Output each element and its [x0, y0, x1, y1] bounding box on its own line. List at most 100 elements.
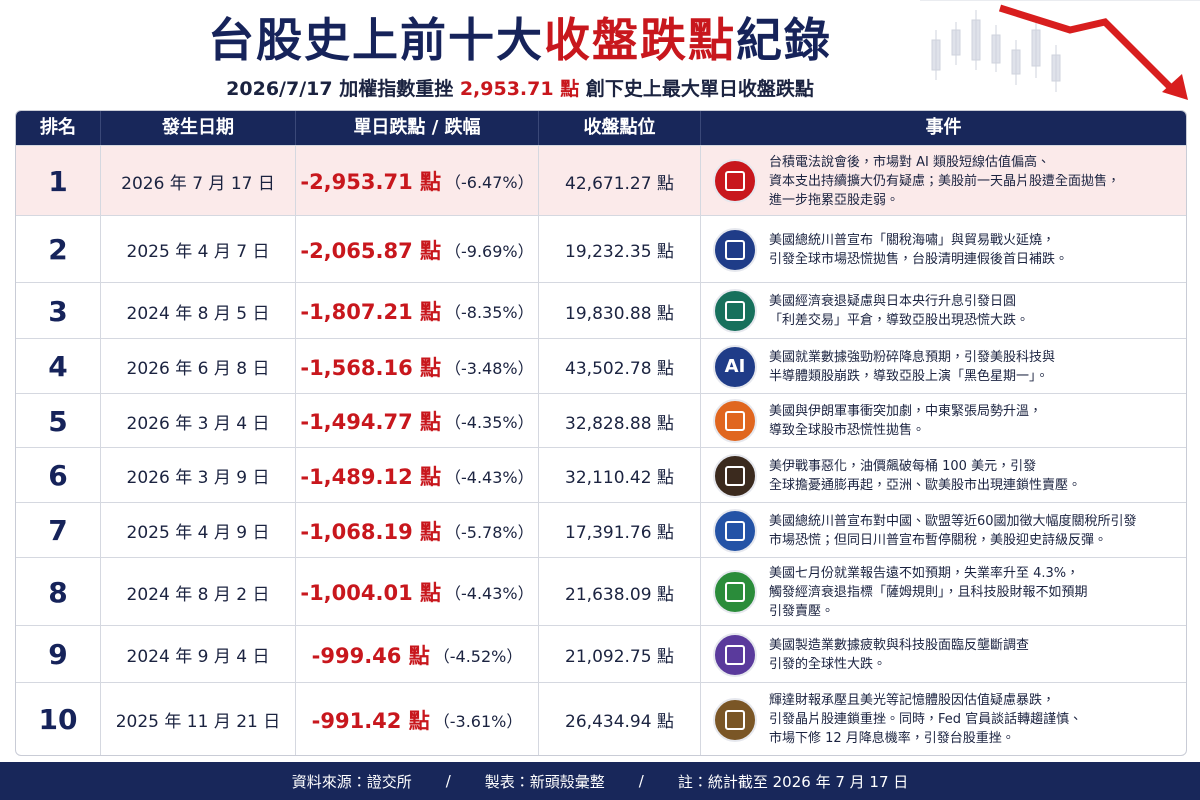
cell: 輝達財報承壓且美光等記憶體股因估值疑慮暴跌， 引發晶片股連鎖重挫。同時，Fed 官… [701, 683, 1186, 755]
event-line: 導致全球股市恐慌性拋售。 [769, 423, 926, 438]
icon-glyph [725, 239, 745, 260]
drop-percent: （-3.61%） [433, 711, 523, 731]
event-line: 資本支出持續擴大仍有疑慮；美股前一天晶片股遭全面拋售， [769, 173, 1121, 189]
subtitle-part: 創下史上最大單日收盤跌點 [585, 78, 814, 100]
column-header: 收盤點位 [539, 111, 701, 145]
cell: 4 [16, 339, 101, 394]
table-row: 2 2025 年 4 月 7 日 -2,065.87 點（-9.69%） 19,232… [16, 215, 1186, 283]
cell: AI 美國就業數據強勁粉碎降息預期，引發美股科技與 半導體類股崩跌，導致亞股上演「黑… [701, 339, 1186, 394]
event-line: 美伊戰事惡化，油價飆破每桶 100 美元，引發 [769, 458, 1037, 474]
footer: 資料來源：證交所 / 製表：新頭殼彙整 / 註：統計截至 2026 年 7 月 … [0, 762, 1200, 800]
date: 2026 年 7 月 17 日 [121, 173, 275, 194]
drop-percent: （-6.47%） [445, 173, 534, 192]
event-line: 半導體類股崩跌，導致亞股上演「黑色星期一」。 [769, 368, 1049, 384]
drop-percent: （-5.78%） [445, 522, 534, 542]
event-line: 美國總統川普宣布對中國、歐盟等近60國加徵大幅度關稅所引發 [769, 513, 1137, 529]
event-line: 台積電法說會後，市場對 AI 類股短線估值偏高、 [769, 154, 1050, 170]
cell: 2026 年 6 月 8 日 [101, 339, 296, 394]
date: 2025 年 4 月 7 日 [126, 242, 270, 262]
decor-chart [920, 0, 1200, 100]
date: 2024 年 9 月 4 日 [126, 647, 270, 667]
separator: / [638, 772, 644, 790]
close-level: 42,671.27 點 [565, 173, 674, 194]
title-part: 台股史上前十大 [208, 13, 544, 67]
event-text: 輝達財報承壓且美光等記憶體股因估值疑慮暴跌， 引發晶片股連鎖重挫。同時，Fed 官… [769, 691, 1082, 748]
rank: 2 [48, 233, 68, 266]
event-line: 美國就業數據強勁粉碎降息預期，引發美股科技與 [769, 349, 1056, 365]
drop-points: -1,807.21 點 [300, 300, 442, 324]
cell: 美國製造業數據疲軟與科技股面臨反壟斷調查 引發的全球性大跌。 [701, 626, 1186, 683]
event-line: 美國與伊朗軍事衝突加劇，中東緊張局勢升溫， [769, 404, 1043, 419]
close-level: 43,502.78 點 [565, 359, 674, 379]
cell: 9 [16, 626, 101, 683]
cell: 43,502.78 點 [539, 339, 701, 394]
drop-points: -1,494.77 點 [300, 410, 442, 434]
icon-glyph [725, 582, 745, 602]
rank: 1 [48, 164, 68, 198]
cell: 21,638.09 點 [539, 558, 701, 626]
table: 排名 發生日期 單日跌點 / 跌幅 收盤點位 事件 1 2026 年 7 月 17 日 -2,… [15, 110, 1187, 756]
cell: 10 [16, 683, 101, 755]
subtitle-highlight: 2,953.71 點 [459, 78, 580, 100]
cell: 2026 年 3 月 4 日 [101, 394, 296, 448]
cell: 2024 年 8 月 5 日 [101, 283, 296, 339]
icon-glyph [725, 644, 745, 665]
drop-points: -999.46 點 [311, 643, 430, 668]
date: 2024 年 8 月 5 日 [126, 303, 270, 324]
rank: 4 [48, 350, 68, 383]
drop-points: -1,568.16 點 [300, 355, 442, 380]
maker: 製表：新頭殼彙整 [484, 772, 605, 791]
event-line: 美國製造業數據疲軟與科技股面臨反壟斷調查 [769, 637, 1030, 653]
drop-percent: （-4.52%） [433, 646, 523, 666]
cell: 19,830.88 點 [539, 283, 701, 339]
icon-glyph [725, 301, 745, 321]
event-line: 引發的全球性大跌。 [769, 656, 887, 672]
title-part: 紀錄 [736, 13, 832, 67]
column-header: 排名 [16, 111, 101, 145]
drop-points: -1,068.19 點 [300, 519, 442, 544]
cell: 3 [16, 283, 101, 339]
cell: -1,568.16 點（-3.48%） [296, 339, 539, 394]
event-icon [713, 697, 757, 742]
event-icon [713, 453, 757, 498]
rank: 10 [38, 703, 78, 736]
cell: 美國總統川普宣布「關稅海嘯」與貿易戰火延燒， 引發全球市場恐慌拋售，台股清明連假後… [701, 216, 1186, 283]
event-text: 美國製造業數據疲軟與科技股面臨反壟斷調查 引發的全球性大跌。 [769, 636, 1029, 674]
title-highlight: 收盤跌點 [544, 13, 736, 67]
source: 資料來源：證交所 [291, 772, 412, 791]
event-line: 輝達財報承壓且美光等記憶體股因估值疑慮暴跌， [769, 693, 1056, 708]
drop-points: -1,004.01 點 [300, 581, 442, 605]
close-level: 21,638.09 點 [565, 584, 674, 605]
event-icon [713, 570, 757, 614]
table-row: 5 2026 年 3 月 4 日 -1,494.77 點（-4.35%） 32,828… [16, 393, 1186, 448]
drop-percent: （-9.69%） [445, 241, 534, 261]
close-level: 19,232.35 點 [565, 242, 674, 262]
event-line: 引發晶片股連鎖重挫。同時，Fed 官員談話轉趨謹慎、 [769, 712, 1083, 727]
cell: 2025 年 11 月 21 日 [101, 683, 296, 755]
rank: 6 [48, 459, 68, 492]
cell: 7 [16, 503, 101, 558]
close-level: 26,434.94 點 [565, 712, 674, 732]
event-line: 市場恐慌；但同日川普宣布暫停關稅，美股迎史詩級反彈。 [769, 532, 1108, 548]
subtitle-part: 2026/7/17 加權指數重挫 [226, 78, 454, 100]
event-line: 「利差交易」平倉，導致亞股出現恐慌大跌。 [769, 313, 1030, 328]
event-line: 市場下修 12 月降息機率，引發台股重挫。 [769, 731, 1015, 746]
rank: 7 [48, 514, 68, 547]
drop-points: -1,489.12 點 [300, 464, 442, 489]
cell: -1,004.01 點（-4.43%） [296, 558, 539, 626]
title: 台股史上前十大收盤跌點紀錄 [0, 4, 1040, 70]
table-row: 3 2024 年 8 月 5 日 -1,807.21 點（-8.35%） 19,830… [16, 282, 1186, 339]
cell: 美國經濟衰退疑慮與日本央行升息引發日圓 「利差交易」平倉，導致亞股出現恐慌大跌。 [701, 283, 1186, 339]
event-line: 美國經濟衰退疑慮與日本央行升息引發日圓 [769, 294, 1017, 309]
drop-points: -991.42 點 [311, 708, 430, 733]
cell: 2026 年 7 月 17 日 [101, 146, 296, 216]
event-line: 觸發經濟衰退指標「薩姆規則」，且科技股財報不如預期 [769, 584, 1088, 600]
event-text: 美國七月份就業報告遠不如預期，失業率升至 4.3%， 觸發經濟衰退指標「薩姆規則」… [769, 564, 1088, 621]
cell: -999.46 點（-4.52%） [296, 626, 539, 683]
event-line: 進一步拖累亞股走弱。 [769, 192, 900, 208]
rank: 9 [48, 638, 68, 671]
event-icon [713, 399, 757, 443]
icon-glyph [725, 465, 745, 486]
drop-percent: （-3.48%） [445, 358, 534, 378]
